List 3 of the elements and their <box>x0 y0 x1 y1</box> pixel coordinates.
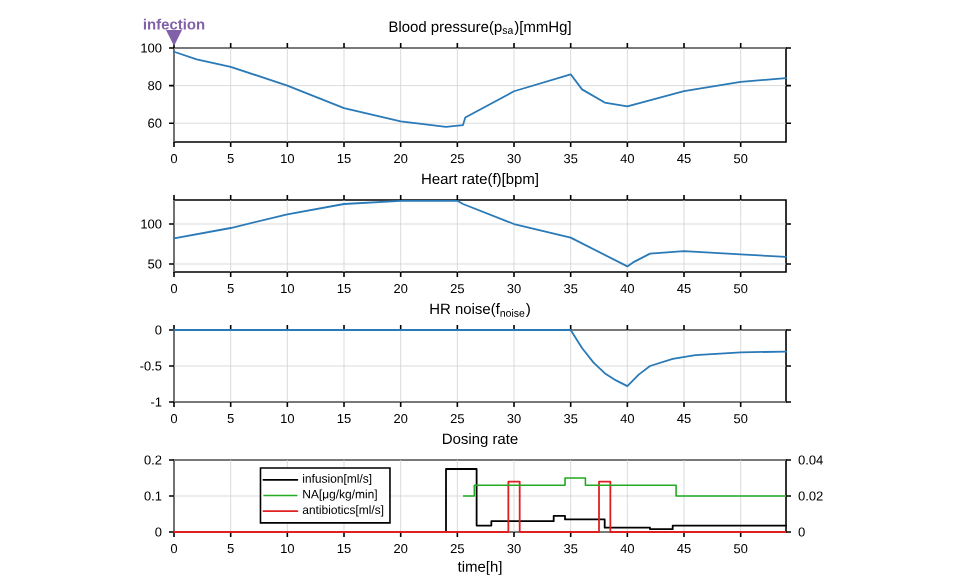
line-series <box>173 200 787 268</box>
line-series <box>173 329 787 388</box>
line-series <box>173 51 787 129</box>
